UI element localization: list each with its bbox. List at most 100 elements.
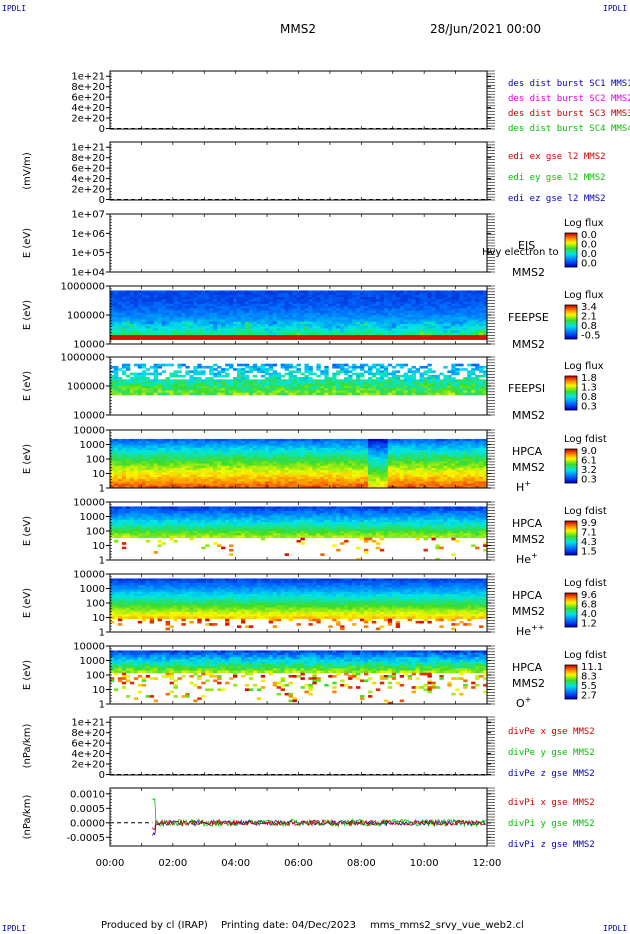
heatmap-cell [133,292,139,296]
heatmap-cell [189,479,194,482]
heatmap-cell [332,450,337,453]
heatmap-cell [447,379,452,382]
heatmap-cell [296,363,301,367]
heatmap-cell [248,456,254,460]
heatmap-cell [407,299,412,303]
heatmap-cell [137,308,143,311]
heatmap-cell [455,299,460,303]
heatmap-cell [129,465,135,469]
heatmap-cell [264,326,270,329]
heatmap-cell [161,474,166,478]
heatmap-cell [209,459,214,462]
heatmap-cell [304,290,309,294]
heatmap-cell [407,319,412,323]
heatmap-cell [165,335,170,338]
heatmap-cell [189,388,194,391]
heatmap-cell [356,390,361,394]
heatmap-cell [280,297,286,300]
heatmap-cell [268,479,274,482]
heatmap-cell [205,301,210,305]
heatmap-cell [316,476,321,480]
heatmap-cell [280,315,286,318]
heatmap-cell [475,312,480,316]
heatmap-cell [193,443,198,447]
heatmap-cell [284,386,289,389]
heatmap-cell [141,317,147,320]
heatmap-cell [177,370,182,374]
heatmap-cell [161,483,166,487]
heatmap-cell [288,388,293,391]
heatmap-cell [320,443,325,447]
heatmap-cell [455,386,460,389]
heatmap-cell [391,308,397,311]
heatmap-cell [336,370,341,374]
heatmap-cell [165,337,170,340]
heatmap-cell [125,390,131,394]
heatmap-cell [276,377,282,380]
heatmap-cell [189,481,194,484]
heatmap-cell [304,381,309,385]
heatmap-cell [340,388,345,391]
heatmap-cell [348,319,353,323]
heatmap-cell [340,370,345,374]
heatmap-cell [363,379,369,382]
heatmap-cell [403,332,409,336]
heatmap-cell [320,317,325,320]
heatmap-cell [113,330,119,334]
heatmap-cell [344,441,349,444]
heatmap-cell [125,297,131,300]
heatmap-cell [435,301,440,305]
heatmap-cell [169,459,174,462]
heatmap-cell [312,390,317,394]
heatmap-cell [137,470,143,473]
heatmap-cell [181,292,186,296]
heatmap-cell [344,328,349,332]
heatmap-cell [157,308,162,311]
heatmap-cell [304,297,309,300]
heatmap-cell [387,328,393,332]
heatmap-cell [113,445,119,449]
heatmap-cell [133,303,139,307]
heatmap-cell [292,390,297,394]
colorbar-step [565,395,577,397]
heatmap-cell [137,303,143,307]
heatmap-cell [225,388,230,391]
heatmap-cell [427,379,432,382]
heatmap-cell [197,363,202,367]
heatmap-cell [165,386,170,389]
heatmap-cell [407,292,412,296]
heatmap-cell [272,481,278,484]
heatmap-cell [205,306,210,309]
heatmap-cell [399,321,405,325]
heatmap-cell [276,335,282,338]
heatmap-cell [217,310,222,314]
heatmap-cell [110,476,115,480]
heatmap-cell [260,374,266,378]
heatmap-cell [149,450,155,453]
heatmap-cell [443,337,448,340]
heatmap-cell [423,392,428,396]
heatmap-cell [221,485,226,489]
heatmap-cell [149,463,155,467]
heatmap-cell [221,301,226,305]
heatmap-cell [113,459,119,462]
heatmap-cell [367,392,373,396]
heatmap-cell [324,470,329,473]
heatmap-cell [240,390,246,394]
heatmap-cell [256,310,262,314]
heatmap-cell [201,290,206,294]
heatmap-cell [153,365,159,369]
heatmap-cell [423,379,428,382]
heatmap-cell [145,294,151,298]
heatmap-cell [435,319,440,323]
heatmap-cell [272,447,278,451]
heatmap-cell [209,390,214,394]
heatmap-cell [205,467,210,471]
heatmap-cell [260,321,266,325]
heatmap-cell [125,365,131,369]
heatmap-cell [121,306,127,309]
heatmap-cell [280,374,286,378]
corner-label-bottom-right: IPDLI [603,924,628,933]
heatmap-cell [304,365,309,369]
heatmap-cell [177,290,182,294]
